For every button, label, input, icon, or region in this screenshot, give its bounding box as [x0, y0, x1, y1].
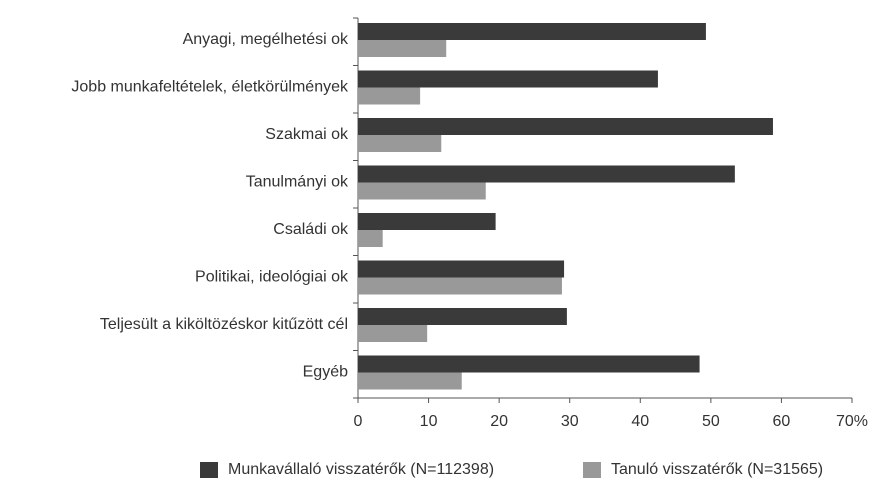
legend-swatch — [583, 462, 601, 478]
bar — [358, 87, 421, 105]
bar — [358, 118, 773, 135]
bar — [358, 308, 567, 325]
bar — [358, 70, 658, 88]
bar — [358, 182, 486, 200]
x-tick-label: 60 — [773, 413, 791, 430]
bar — [358, 260, 565, 278]
bar — [358, 135, 442, 152]
x-tick-label: 20 — [490, 413, 508, 430]
bar — [358, 355, 700, 373]
legend-label: Tanuló visszatérők (N=31565) — [611, 461, 823, 478]
bar — [358, 23, 706, 40]
x-tick-label: 50 — [702, 413, 720, 430]
y-tick-label: Anyagi, megélhetési ok — [183, 31, 349, 48]
y-tick-label: Szakmai ok — [265, 126, 349, 143]
y-tick-label: Egyéb — [303, 363, 348, 380]
y-tick-label: Teljesült a kiköltözéskor kitűzött cél — [100, 316, 348, 333]
bar — [358, 372, 462, 390]
x-tick-label: 10 — [420, 413, 438, 430]
y-tick-label: Politikai, ideológiai ok — [195, 268, 349, 285]
bar — [358, 325, 428, 342]
x-tick-label: 30 — [561, 413, 579, 430]
y-tick-label: Jobb munkafeltételek, életkörülmények — [71, 78, 349, 95]
x-tick-label: 0 — [354, 413, 363, 430]
bar — [358, 213, 496, 230]
y-tick-label: Tanulmányi ok — [246, 173, 349, 190]
legend-label: Munkavállaló visszatérők (N=112398) — [228, 461, 494, 478]
bar — [358, 230, 383, 247]
y-tick-label: Családi ok — [273, 221, 349, 238]
x-tick-label: 40 — [631, 413, 649, 430]
legend-swatch — [200, 462, 218, 478]
bar — [358, 40, 447, 57]
bar — [358, 165, 735, 183]
x-tick-label: 70% — [836, 413, 868, 430]
bar — [358, 277, 562, 295]
